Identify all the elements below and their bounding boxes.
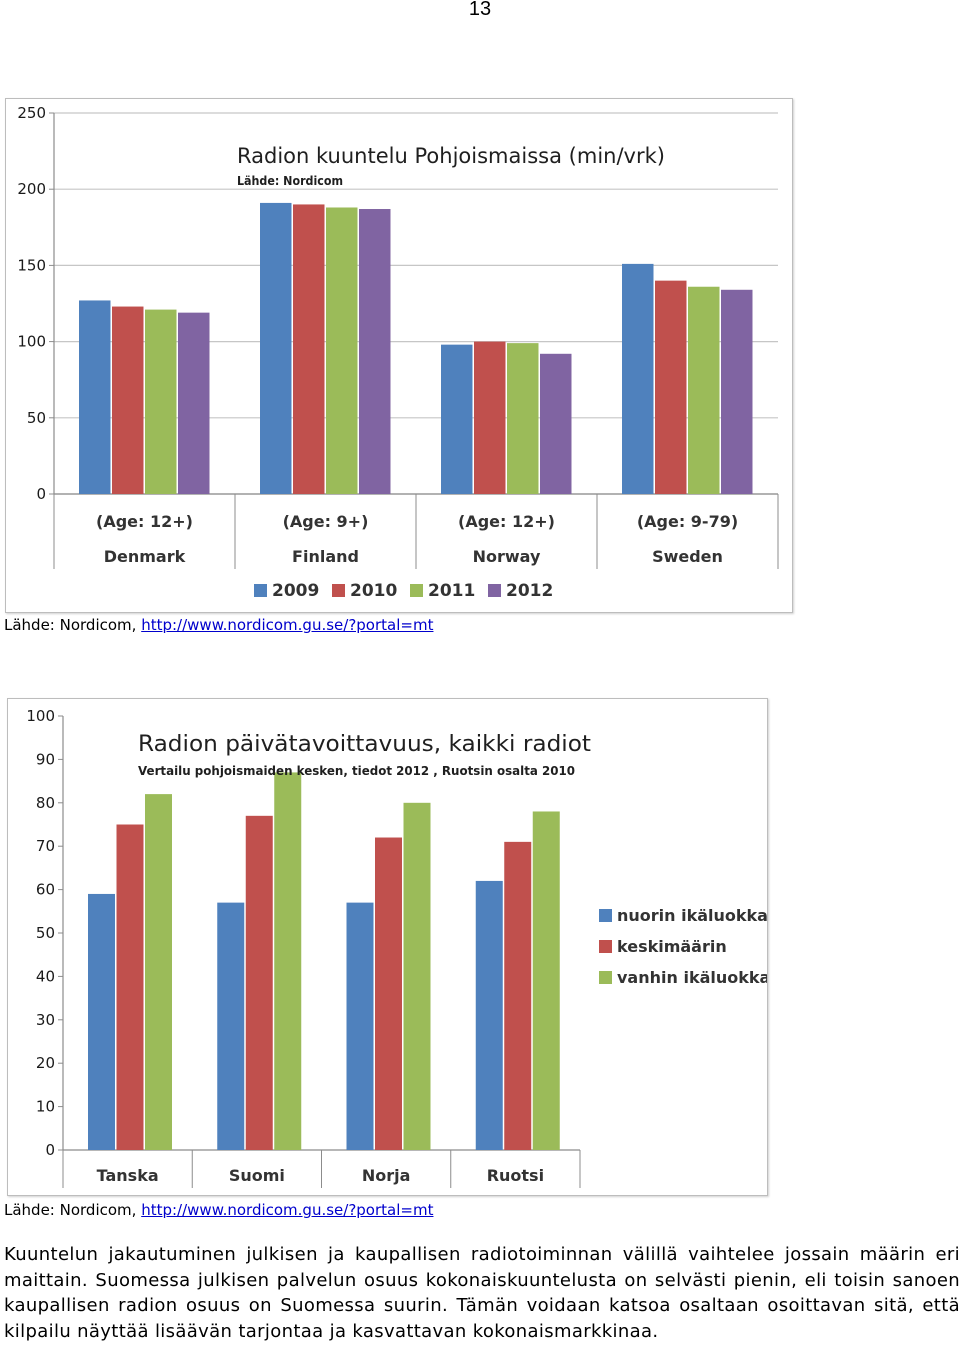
chart-1-svg: 0 50 100 150 200 250 (Age: 12+) Denmark (Age: 9+…	[17, 104, 779, 601]
bar	[540, 353, 572, 494]
bar	[507, 343, 539, 494]
chart-radio-daily-reach: 0 10 20 30 40 50 60 70 80 90 100 Tanska Suomi Norja Ru…	[7, 698, 768, 1196]
bar	[441, 344, 473, 494]
source-label: Lähde: Nordicom,	[4, 616, 142, 634]
y-tick-label: 0	[45, 1141, 55, 1159]
bar	[688, 286, 720, 494]
bar	[293, 204, 325, 494]
legend-swatch	[599, 909, 612, 922]
category-label: Suomi	[229, 1166, 285, 1185]
bar	[475, 880, 503, 1150]
bar	[145, 309, 177, 494]
legend-swatch	[410, 584, 423, 597]
y-tick-label: 90	[36, 750, 55, 768]
legend-label: 2009	[272, 581, 319, 601]
bar	[532, 811, 560, 1150]
legend-label: vanhin ikäluokka	[617, 968, 767, 987]
chart-subtitle: Vertailu pohjoismaiden kesken, tiedot 20…	[138, 763, 575, 778]
y-tick-label: 100	[17, 333, 46, 351]
legend-label: nuorin ikäluokka	[617, 906, 767, 925]
chart-title: Radion päivätavoittavuus, kaikki radiot	[138, 732, 591, 757]
legend-swatch	[599, 940, 612, 953]
bar	[79, 300, 111, 494]
category-label: Norja	[362, 1166, 411, 1185]
bar	[721, 289, 753, 494]
bar	[88, 893, 115, 1150]
bar	[346, 902, 374, 1150]
category-label: Finland	[292, 547, 359, 566]
bar	[274, 772, 302, 1150]
bar	[504, 841, 532, 1150]
bar	[403, 802, 431, 1150]
bar	[217, 902, 245, 1150]
bar	[116, 824, 144, 1150]
y-tick-label: 250	[17, 104, 46, 122]
category-label: Norway	[473, 547, 541, 566]
chart-1-source: Lähde: Nordicom, http://www.nordicom.gu.…	[4, 616, 433, 634]
legend-swatch	[488, 584, 501, 597]
category-label: Denmark	[104, 547, 186, 566]
y-tick-label: 200	[17, 180, 46, 198]
y-tick-label: 10	[36, 1098, 55, 1116]
y-tick-label: 20	[36, 1054, 55, 1072]
bar	[359, 209, 391, 494]
bar	[112, 306, 144, 494]
category-note: (Age: 12+)	[458, 512, 555, 531]
y-tick-label: 0	[36, 485, 46, 503]
bar	[326, 207, 358, 494]
bar	[145, 794, 172, 1150]
y-tick-label: 150	[17, 256, 46, 274]
bar	[622, 263, 654, 494]
source-link[interactable]: http://www.nordicom.gu.se/?portal=mt	[141, 1201, 434, 1219]
bar	[474, 341, 506, 494]
y-tick-label: 70	[36, 837, 55, 855]
category-label: Tanska	[97, 1166, 159, 1185]
source-link[interactable]: http://www.nordicom.gu.se/?portal=mt	[141, 616, 434, 634]
source-label: Lähde: Nordicom,	[4, 1201, 142, 1219]
chart-radio-listening-minutes: 0 50 100 150 200 250 (Age: 12+) Denmark (Age: 9+…	[5, 98, 793, 613]
category-label: Sweden	[652, 547, 723, 566]
category-note: (Age: 9+)	[283, 512, 369, 531]
legend-label: 2010	[350, 581, 397, 601]
chart-2-svg: 0 10 20 30 40 50 60 70 80 90 100 Tanska Suomi Norja Ru…	[26, 707, 767, 1188]
y-tick-label: 50	[36, 924, 55, 942]
body-paragraph: Kuuntelun jakautuminen julkisen ja kaupa…	[4, 1244, 960, 1342]
bar	[655, 280, 687, 494]
legend-label: keskimäärin	[617, 937, 727, 956]
category-note: (Age: 9-79)	[637, 512, 738, 531]
legend-label: 2011	[428, 581, 475, 601]
chart-subtitle: Lähde: Nordicom	[237, 174, 343, 188]
page-number: 13	[468, 0, 492, 20]
y-tick-label: 100	[26, 707, 55, 725]
legend-swatch	[332, 584, 345, 597]
y-tick-label: 80	[36, 794, 55, 812]
y-tick-label: 50	[27, 409, 46, 427]
bar	[178, 312, 210, 494]
y-tick-label: 40	[36, 967, 55, 985]
bar	[245, 815, 273, 1150]
bar	[375, 837, 402, 1150]
legend-swatch	[254, 584, 267, 597]
bar	[260, 202, 292, 494]
y-tick-label: 30	[36, 1011, 55, 1029]
category-label: Ruotsi	[487, 1166, 544, 1185]
category-note: (Age: 12+)	[96, 512, 193, 531]
chart-title: Radion kuuntelu Pohjoismaissa (min/vrk)	[237, 144, 665, 168]
legend-label: 2012	[506, 581, 553, 601]
legend-swatch	[599, 971, 612, 984]
y-tick-label: 60	[36, 881, 55, 899]
chart-2-source: Lähde: Nordicom, http://www.nordicom.gu.…	[4, 1201, 433, 1219]
